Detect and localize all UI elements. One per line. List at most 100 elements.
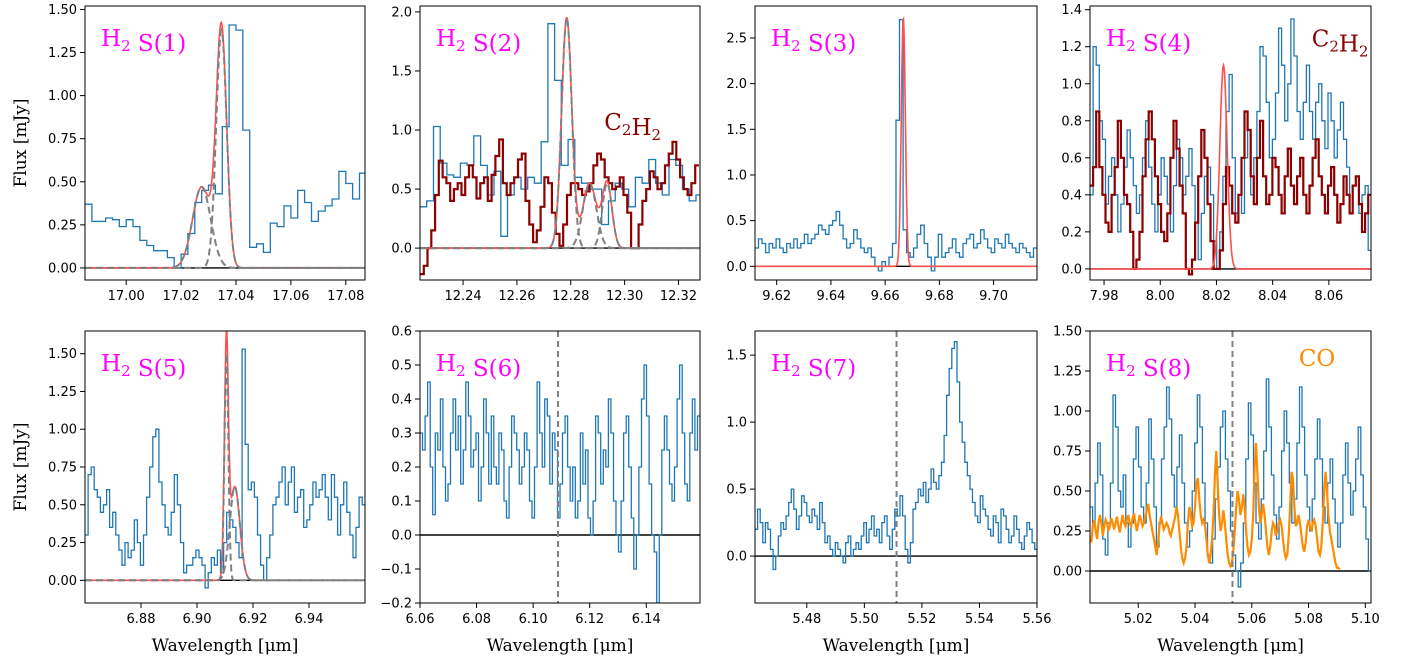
- x-tick-label: 9.68: [925, 289, 954, 304]
- x-tick-label: 5.02: [1124, 612, 1153, 627]
- panel-5: 6.88 6.90 6.92 6.94 0.00 0.25 0.50 0.75 1.00 1.25…: [11, 330, 366, 656]
- panel-title: H2 S(3): [771, 26, 856, 57]
- y-tick-label: 0.4: [391, 393, 412, 408]
- y-tick-label: 1.50: [1053, 325, 1082, 340]
- x-tick-label: 12.26: [498, 289, 535, 304]
- x-tick-label: 5.08: [1294, 612, 1323, 627]
- x-tick-label: 8.00: [1146, 289, 1175, 304]
- x-tick-label: 8.04: [1258, 289, 1287, 304]
- axes-frame: [419, 5, 701, 281]
- y-tick-label: 0.0: [726, 550, 747, 565]
- y-tick-label: −0.1: [380, 563, 412, 578]
- x-tick-label: 6.08: [462, 612, 491, 627]
- x-tick-label: 12.32: [660, 289, 697, 304]
- plot-area: [420, 331, 700, 603]
- y-tick-label: 0.50: [48, 175, 77, 190]
- c2h2-spectrum: [420, 138, 699, 276]
- y-axis-label: Flux [mJy]: [11, 99, 31, 188]
- y-tick-label: 1.00: [48, 89, 77, 104]
- panel-title: H2 S(6): [436, 351, 521, 382]
- x-axis-label: Wavelength [μm]: [152, 636, 299, 656]
- plot-area: [420, 16, 700, 276]
- observed-spectrum: [420, 23, 700, 237]
- gaussian-component-2: [85, 484, 365, 582]
- x-tick-label: 6.90: [183, 612, 212, 627]
- x-tick-label: 5.50: [850, 612, 879, 627]
- observed-spectrum: [755, 19, 1037, 272]
- x-tick-label: 6.06: [406, 612, 435, 627]
- y-tick-label: 0.6: [1061, 151, 1082, 166]
- y-tick-label: 0.25: [48, 536, 77, 551]
- observed-spectrum: [1090, 378, 1371, 588]
- plot-area: [755, 331, 1037, 603]
- panel-3: 9.62 9.64 9.66 9.68 9.70 0.0 0.5 1.0 1.5 2.0 2.5 H2…: [726, 5, 1038, 304]
- x-tick-label: 17.04: [217, 289, 254, 304]
- panel-4: 7.98 8.00 8.02 8.04 8.06 0.0 0.2 0.4 0.6 0.8 1.0 1.…: [1061, 3, 1372, 304]
- co-spectrum: [1090, 442, 1341, 571]
- x-axis-label: Wavelength [μm]: [487, 636, 634, 656]
- panel-title: H2 S(4): [1106, 26, 1191, 57]
- y-tick-label: 0.00: [1053, 565, 1082, 580]
- y-tick-label: 2.0: [726, 77, 747, 92]
- y-tick-label: 1.50: [48, 3, 77, 18]
- y-tick-label: 0.0: [391, 529, 412, 544]
- y-tick-label: 1.50: [48, 347, 77, 362]
- fit-curve: [755, 15, 1037, 268]
- x-tick-label: 6.12: [575, 612, 604, 627]
- axes-frame: [754, 5, 1038, 281]
- axes-frame: [1089, 5, 1372, 281]
- x-tick-label: 5.56: [1023, 612, 1052, 627]
- y-tick-label: 0.75: [1053, 445, 1082, 460]
- y-tick-label: 0.6: [391, 325, 412, 340]
- y-tick-label: 2.0: [391, 5, 412, 20]
- y-tick-label: 0.4: [1061, 188, 1082, 203]
- species-label: CO: [1299, 346, 1335, 372]
- y-tick-label: 0.5: [726, 483, 747, 498]
- y-tick-label: 0.5: [726, 214, 747, 229]
- y-tick-label: 0.3: [391, 427, 412, 442]
- panel-1: 17.00 17.02 17.04 17.06 17.08 0.00 0.25 0.50 0.7…: [11, 3, 366, 304]
- x-tick-label: 12.24: [444, 289, 481, 304]
- axes-frame: [1089, 330, 1372, 604]
- x-tick-label: 9.70: [979, 289, 1008, 304]
- y-tick-label: 0.0: [726, 260, 747, 275]
- y-tick-label: 0.1: [391, 495, 412, 510]
- y-tick-label: 1.4: [1061, 3, 1082, 18]
- x-tick-label: 17.00: [108, 289, 145, 304]
- x-tick-label: 6.10: [519, 612, 548, 627]
- y-tick-label: 1.5: [391, 64, 412, 79]
- panel-8: 5.02 5.04 5.06 5.08 5.10 0.00 0.25 0.50 0.75 1.00…: [1053, 325, 1380, 657]
- y-tick-label: 0.0: [391, 242, 412, 257]
- y-tick-label: 1.25: [1053, 365, 1082, 380]
- x-tick-label: 8.06: [1314, 289, 1343, 304]
- y-tick-label: 0.75: [48, 132, 77, 147]
- x-tick-label: 12.28: [552, 289, 589, 304]
- panel-title: H2 S(7): [771, 351, 856, 382]
- x-tick-label: 8.02: [1202, 289, 1231, 304]
- x-tick-label: 12.30: [606, 289, 643, 304]
- y-tick-label: 1.5: [726, 349, 747, 364]
- y-tick-label: 1.0: [1061, 77, 1082, 92]
- y-tick-label: 0.2: [391, 461, 412, 476]
- y-axis-label: Flux [mJy]: [11, 423, 31, 512]
- panel-7: 5.48 5.50 5.52 5.54 5.56 0.0 0.5 1.0 1.5 H2 S(7) W…: [726, 330, 1052, 656]
- x-axis-label: Wavelength [μm]: [823, 636, 970, 656]
- panel-title: H2 S(5): [101, 351, 186, 382]
- y-tick-label: 0.50: [48, 498, 77, 513]
- x-axis-label: Wavelength [μm]: [1157, 636, 1304, 656]
- observed-spectrum: [755, 341, 1037, 571]
- observed-spectrum: [1090, 18, 1371, 270]
- y-tick-label: 0.0: [1061, 262, 1082, 277]
- fit-curve: [1090, 62, 1371, 270]
- y-tick-label: 1.0: [726, 416, 747, 431]
- y-tick-label: 0.00: [48, 261, 77, 276]
- observed-spectrum: [85, 24, 365, 269]
- y-tick-label: 0.50: [1053, 485, 1082, 500]
- x-tick-label: 6.94: [295, 612, 324, 627]
- y-tick-label: 1.25: [48, 385, 77, 400]
- plot-area: [85, 20, 365, 269]
- plot-area: [755, 15, 1037, 272]
- c2h2-spectrum: [1090, 110, 1371, 276]
- y-tick-label: 0.5: [391, 183, 412, 198]
